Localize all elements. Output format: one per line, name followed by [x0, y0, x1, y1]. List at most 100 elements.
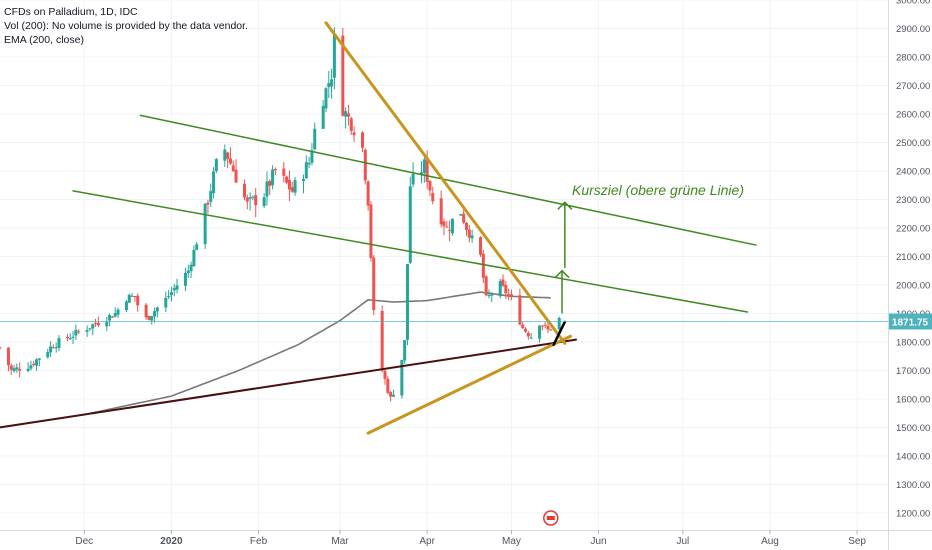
candle	[408, 176, 412, 264]
candle-body	[324, 88, 328, 109]
candle-body	[68, 338, 72, 340]
candle-body	[35, 359, 39, 366]
candle	[136, 293, 140, 312]
candle	[487, 289, 491, 299]
candle	[349, 116, 353, 135]
candle-body	[124, 301, 128, 311]
candle-body	[389, 392, 393, 397]
candle-body	[133, 296, 137, 298]
candle	[439, 190, 443, 228]
candle	[344, 107, 348, 129]
annotations: Kursziel (obere grüne Linie)	[0, 182, 888, 526]
candle-body	[268, 180, 272, 186]
candle-body	[0, 347, 2, 349]
channel-lower-line	[72, 190, 749, 313]
candle-body	[310, 150, 314, 163]
candle	[71, 330, 75, 344]
candle	[538, 325, 542, 343]
candle	[383, 367, 387, 385]
candle-body	[484, 276, 488, 296]
candle	[49, 341, 53, 357]
candle	[29, 360, 33, 371]
candle-body	[366, 181, 370, 206]
candle	[450, 218, 454, 236]
candle	[113, 307, 117, 318]
candle	[442, 218, 446, 236]
time-axis[interactable]: Dec 2020 Feb Mar Apr May Jun Jul Aug Sep	[0, 530, 932, 547]
candle-body	[307, 163, 311, 165]
candle-body	[301, 178, 305, 182]
last-price-tag	[889, 313, 932, 330]
candle	[526, 330, 530, 340]
candle-body	[386, 378, 390, 393]
candle	[203, 203, 207, 249]
candle	[529, 332, 533, 339]
price-tick-label: 2900.00	[896, 24, 930, 35]
volume-legend[interactable]: Vol (200): No volume is provided by the …	[4, 20, 248, 32]
candle	[186, 264, 190, 279]
candle	[54, 342, 58, 353]
triangle-upper-line	[324, 21, 567, 345]
symbol-legend[interactable]: CFDs on Palladium, 1D, IDC	[4, 6, 138, 18]
candle	[189, 261, 193, 278]
ema-legend[interactable]: EMA (200, close)	[4, 34, 84, 46]
candle-body	[462, 213, 466, 223]
candle	[445, 220, 449, 228]
candle-body	[448, 229, 452, 231]
candle	[37, 357, 41, 367]
price-tick-label: 2300.00	[896, 195, 930, 206]
candle-body	[155, 307, 159, 312]
candle-body	[330, 79, 334, 87]
candle-body	[110, 316, 114, 318]
price-axis[interactable]: 1200.00 1300.00 1400.00 1500.00 1600.00 1700.…	[888, 0, 932, 550]
candle-body	[464, 222, 468, 230]
candle-body	[113, 313, 117, 317]
candle	[313, 122, 317, 151]
candle-body	[29, 365, 33, 369]
candle	[285, 175, 289, 185]
candle	[172, 283, 176, 297]
candle-body	[6, 347, 10, 366]
candle-body	[540, 325, 544, 327]
candle	[262, 193, 266, 209]
candle	[155, 306, 159, 318]
candle	[330, 68, 334, 99]
triangle-lower-line	[366, 334, 572, 435]
candle-body	[57, 338, 61, 348]
candle-body	[195, 244, 199, 250]
candle	[391, 389, 395, 398]
price-tick-label: 2500.00	[896, 138, 930, 149]
price-tick-label: 1600.00	[896, 394, 930, 405]
candle-body	[226, 152, 230, 159]
candle-body	[405, 264, 409, 340]
candle-body	[192, 249, 196, 267]
price-tick-label: 1500.00	[896, 423, 930, 434]
candle-body	[304, 162, 308, 179]
candle	[150, 315, 154, 325]
candle	[26, 362, 30, 373]
candle	[94, 318, 98, 327]
candle-body	[127, 294, 131, 303]
candle	[332, 27, 336, 90]
candle-body	[54, 347, 58, 349]
candle-body	[96, 322, 100, 326]
candle	[12, 364, 16, 373]
price-tick-label: 2800.00	[896, 52, 930, 63]
candle-body	[372, 257, 376, 311]
candle-body	[183, 272, 187, 286]
time-tick-label: Sep	[848, 536, 866, 547]
candle	[386, 376, 390, 395]
ema-series	[0, 291, 551, 429]
candle-body	[341, 35, 345, 116]
candle	[0, 346, 2, 350]
candle-body	[521, 324, 525, 328]
candle	[549, 329, 553, 331]
candle	[372, 255, 376, 316]
candle-body	[546, 325, 550, 330]
candle-body	[518, 295, 522, 325]
candle	[380, 305, 384, 373]
candle	[481, 249, 485, 284]
candle-body	[442, 221, 446, 227]
candle	[212, 167, 216, 199]
